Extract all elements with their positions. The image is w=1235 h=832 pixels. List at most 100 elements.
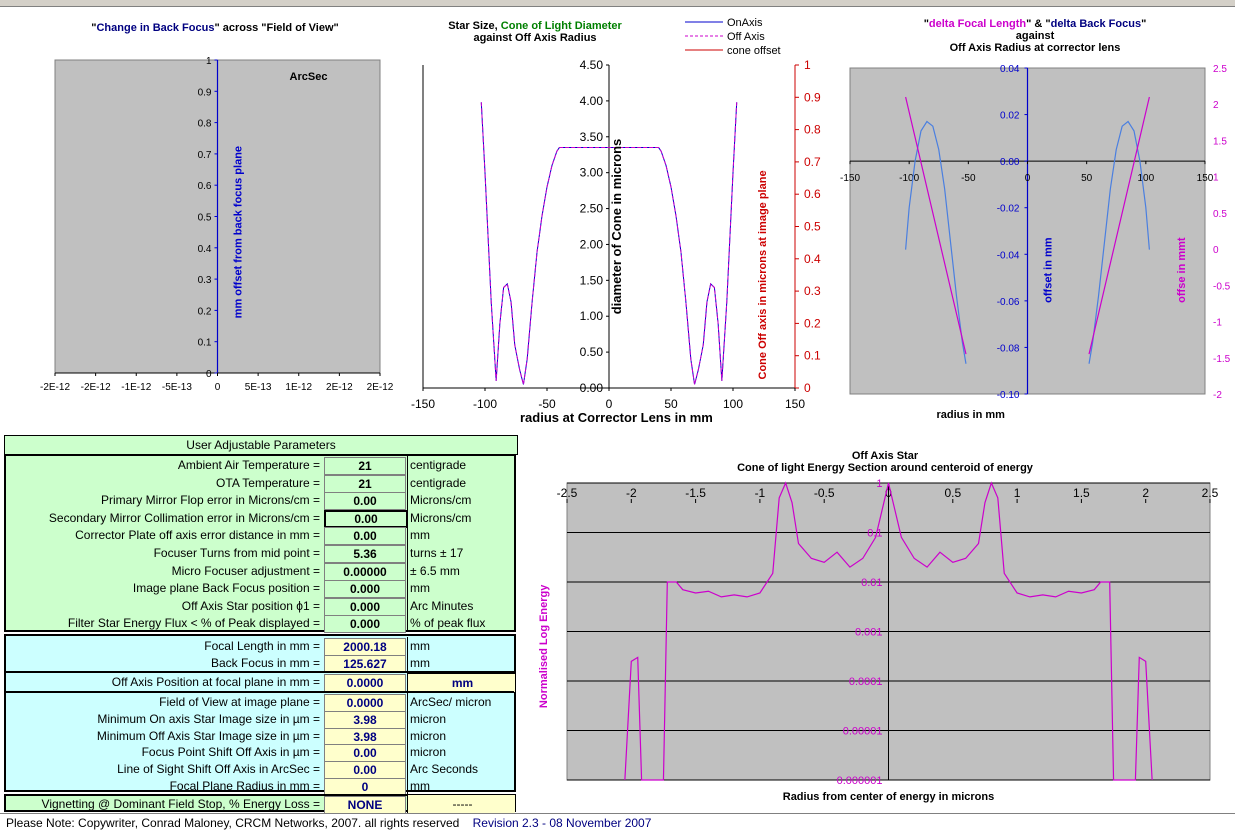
param-1-label: OTA Temperature = xyxy=(216,475,320,490)
chart4-x-tick-label: 1 xyxy=(1014,486,1021,500)
param-8-label: Off Axis Star position ϕ1 = xyxy=(181,598,320,613)
param-5-label: Focuser Turns from mid point = xyxy=(153,546,320,560)
result-focal-0-value: 2000.18 xyxy=(324,638,406,656)
result-offaxis-unit: mm xyxy=(407,673,516,693)
chart2-title-line2: against Off Axis Radius xyxy=(473,32,597,44)
chart1-y-tick-label: 0.7 xyxy=(198,150,212,161)
param-9-row: Filter Star Energy Flux < % of Peak disp… xyxy=(6,614,514,634)
chart3-y-tick-label: -0.04 xyxy=(997,250,1020,261)
chart1-x-tick-label: -2E-12 xyxy=(81,382,111,393)
chart3-y2-tick-label: 2.5 xyxy=(1213,64,1227,75)
chart4-y-tick-label: 0.0001 xyxy=(849,676,883,688)
chart1-y-tick-label: 0.9 xyxy=(198,87,212,98)
param-1-value[interactable]: 21 xyxy=(324,474,406,493)
param-7-unit: mm xyxy=(407,579,515,598)
param-0-row: Ambient Air Temperature = 21 centigrade xyxy=(6,456,514,475)
chart4-title: Off Axis Star Cone of light Energy Secti… xyxy=(680,450,1090,474)
chart4-x-tick-label: 2 xyxy=(1142,486,1149,500)
chart4-svg: 0.000001 0.00001 0.0001 0.001 0.01 0.1 1 -2.5 -2… xyxy=(538,478,1219,803)
chart2-y2-tick-label: 0 xyxy=(804,381,811,395)
footer-revision: Revision 2.3 - 08 November 2007 xyxy=(472,816,652,830)
chart2-legend-label: OnAxis xyxy=(727,17,763,29)
chart3-series-line xyxy=(905,120,967,364)
chart2-x-tick-label: 0 xyxy=(606,397,613,411)
param-6-label: Micro Focuser adjustment = xyxy=(171,563,320,578)
chart2-y-tick-label: 1.00 xyxy=(580,309,604,323)
chart3-title-amp: " & " xyxy=(1026,18,1051,30)
chart4-y-axis-label: Normalised Log Energy xyxy=(538,584,550,708)
chart4-y-tick-label: 0.000001 xyxy=(837,775,883,787)
param-6-unit: ± 6.5 mm xyxy=(407,561,515,580)
result-1-unit: micron xyxy=(407,709,515,728)
chart1-x-tick-label: 0 xyxy=(215,382,221,393)
chart1-y-tick-label: 1 xyxy=(206,56,212,67)
result-vignetting-unit: ----- xyxy=(407,795,515,813)
param-7-value[interactable]: 0.000 xyxy=(324,580,406,599)
chart2-y-axis-label: diameter of Cone in microns xyxy=(609,139,624,315)
result-5-unit: mm xyxy=(407,777,515,795)
chart3-title-line2: against xyxy=(1015,30,1055,42)
chart1-title-q1: " xyxy=(91,22,97,34)
chart2-x-tick-label: 100 xyxy=(723,397,743,411)
chart1-x-tick-label: -5E-13 xyxy=(162,382,192,393)
result-focal-1-unit: mm xyxy=(407,654,515,672)
chart1-title: "Change in Back Focus" across "Field of … xyxy=(40,22,390,34)
param-3-value[interactable]: 0.00 xyxy=(324,509,408,528)
param-4-value[interactable]: 0.00 xyxy=(324,527,406,546)
result-vignetting-row: Vignetting @ Dominant Field Stop, % Ener… xyxy=(6,795,515,814)
chart3-y2-tick-label: 1 xyxy=(1213,173,1219,184)
param-9-label: Filter Star Energy Flux < % of Peak disp… xyxy=(67,616,320,631)
chart2-y2-tick-label: 0.8 xyxy=(804,123,821,137)
chart2-y2-tick-label: 0.6 xyxy=(804,187,821,201)
chart2-legend-label: Off Axis xyxy=(727,31,765,43)
params-panel: Ambient Air Temperature = 21 centigrade OTA… xyxy=(4,454,516,634)
chart3-y-tick-label: -0.10 xyxy=(997,390,1020,401)
chart3-y2-axis-label: offse in mmt xyxy=(1176,237,1188,303)
param-0-value[interactable]: 21 xyxy=(324,457,406,475)
chart2-y2-tick-label: 0.4 xyxy=(804,252,821,266)
chart2-y-tick-label: 2.00 xyxy=(580,237,604,251)
chart4-y-tick-label: 0.01 xyxy=(861,577,882,589)
chart3-y2-tick-label: -1 xyxy=(1213,318,1222,329)
result-2-row: Minimum Off Axis Star Image size in µm =… xyxy=(6,726,514,746)
chart3-title-line3: Off Axis Radius at corrector lens xyxy=(949,42,1121,54)
chart3-y-tick-label: -0.06 xyxy=(997,297,1020,308)
result-0-row: Field of View at image plane = 0.0000 ArcS… xyxy=(6,693,515,712)
result-focal-1-value: 125.627 xyxy=(324,655,406,673)
param-5-row: Focuser Turns from mid point = 5.36 turns … xyxy=(6,544,515,563)
chart1-svg: 0 0.1 0.2 0.3 0.4 0.5 0.6 0.7 0.8 0.9 1 -2E-12 -2E-1… xyxy=(40,56,394,393)
param-5-unit: turns ± 17 xyxy=(407,544,515,562)
result-3-unit: micron xyxy=(407,743,515,762)
result-3-value: 0.00 xyxy=(324,744,406,763)
chart2-x-tick-label: -50 xyxy=(538,397,556,411)
window-top-strip xyxy=(0,0,1235,7)
chart2-title-part1: Star Size, xyxy=(448,20,501,32)
chart3-y2-tick-label: -2 xyxy=(1213,390,1222,401)
chart4-x-tick-label: -1.5 xyxy=(685,486,706,500)
result-0-unit: ArcSec/ micron xyxy=(407,693,515,711)
chart3-y2-tick-label: 2 xyxy=(1213,100,1219,111)
param-2-value[interactable]: 0.00 xyxy=(324,492,406,511)
chart4-x-axis-label: Radius from center of energy in microns xyxy=(783,791,995,803)
results-panel: Focal Length in mm = 2000.18 mm Back Focus … xyxy=(4,634,516,796)
chart4-x-tick-label: 2.5 xyxy=(1202,486,1219,500)
param-5-value[interactable]: 5.36 xyxy=(324,545,406,563)
result-5-label: Focal Plane Radius in mm = xyxy=(169,779,320,793)
chart4-y-tick-label: 1 xyxy=(876,478,882,490)
chart3-title-q2: " xyxy=(1141,18,1147,30)
result-vignetting-label: Vignetting @ Dominant Field Stop, % Ener… xyxy=(41,797,320,811)
chart4-x-tick-label: -0.5 xyxy=(814,486,835,500)
chart2-y2-tick-label: 0.1 xyxy=(804,349,821,363)
param-3-unit: Microns/cm xyxy=(407,508,515,527)
result-2-label: Minimum Off Axis Star Image size in µm = xyxy=(96,728,320,743)
chart2-y2-tick-label: 0.9 xyxy=(804,90,821,104)
vignetting-row: Vignetting @ Dominant Field Stop, % Ener… xyxy=(4,794,516,814)
param-9-value[interactable]: 0.000 xyxy=(324,615,406,634)
chart3-y2-tick-label: 0 xyxy=(1213,245,1219,256)
param-6-value[interactable]: 0.00000 xyxy=(324,562,406,581)
param-2-row: Primary Mirror Flop error in Microns/cm … xyxy=(6,491,514,511)
param-8-value[interactable]: 0.000 xyxy=(324,597,406,616)
chart2-y-tick-label: 3.00 xyxy=(580,166,604,180)
chart3-y2-tick-label: -1.5 xyxy=(1213,354,1230,365)
results-separator-2 xyxy=(6,691,514,693)
